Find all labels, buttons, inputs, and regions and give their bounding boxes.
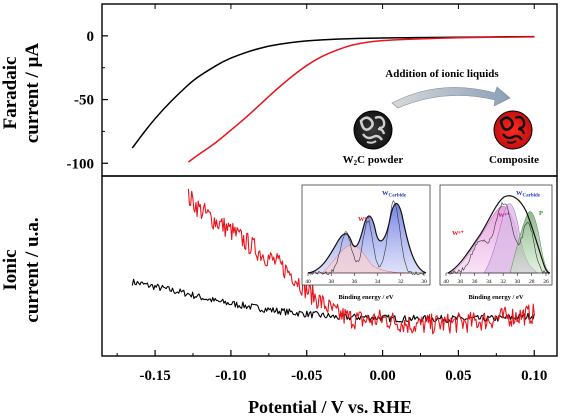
- top-y-tick-label: 0: [87, 29, 95, 45]
- xps-p-label: P: [539, 210, 543, 217]
- bottom-panel: -0.15 -0.10 -0.05 0.00 0.05 0.10: [101, 4, 558, 384]
- xps-w4-label: W⁴⁺: [498, 212, 510, 219]
- xps-x-tick-label: 40: [305, 279, 311, 285]
- xps-inset-w2c: W⁶⁺ WCarbide 40 38 36 34 32 30 Binding energy…: [301, 184, 431, 301]
- xps-w6-label-2: W⁶⁺: [452, 230, 464, 237]
- xps-x-ticks: 40 38 36 34 32 30: [305, 273, 427, 285]
- xps-x-tick-label: 30: [515, 279, 521, 285]
- xps-wcarbide-label: WCarbide: [382, 190, 407, 199]
- xps-x-tick-label: 32: [500, 279, 506, 285]
- xps-x-tick-label: 34: [486, 279, 492, 285]
- top-y-ticks: 0 -50 -100: [67, 29, 108, 172]
- top-y-tick-label: -100: [67, 156, 95, 172]
- xps-x-tick-label: 38: [328, 279, 334, 285]
- xps-x-tick-label: 26: [543, 279, 549, 285]
- top-series-line-1: [187, 36, 535, 163]
- bottom-x-tick-label: -0.05: [291, 368, 322, 384]
- bottom-x-tick-label: 0.05: [445, 368, 471, 384]
- xps-inset-composite: W⁶⁺ W⁴⁺ WCarbide P 40 38 36 34 32 30 28 26 Bind…: [439, 184, 553, 301]
- xps-w6-peak-fill: [321, 244, 413, 274]
- xps-carbide-peak-fill-2: [509, 211, 551, 274]
- xps-x-tick-label: 36: [472, 279, 478, 285]
- top-series-line-0: [131, 35, 535, 149]
- xps-x-tick-label: 34: [375, 279, 381, 285]
- bottom-panel-frame: [101, 175, 558, 357]
- x-axis-title: Potential / V vs. RHE: [248, 397, 412, 417]
- xps-x-tick-label: 30: [421, 279, 427, 285]
- top-y-tick-label: -50: [74, 93, 94, 109]
- bottom-x-ticks: -0.15 -0.10 -0.05 0.00 0.05 0.10: [116, 4, 547, 384]
- xps-x-tick-label: 36: [352, 279, 358, 285]
- xps-fit-envelope: [307, 202, 427, 274]
- xps-x-tick-label: 28: [529, 279, 535, 285]
- composite-label: Composite: [489, 154, 539, 166]
- top-panel-frame: [101, 3, 558, 177]
- bottom-ylabel-line1: Ionic: [0, 249, 21, 290]
- xps-wcarbide-label-2: WCarbide: [516, 190, 541, 199]
- top-ylabel-line1: Faradaic: [0, 57, 21, 130]
- composite-particle-icon: [493, 110, 533, 150]
- ionic-liquid-annotation: Addition of ionic liquids W2C powder Com…: [343, 68, 539, 167]
- xps-w6-label: W⁶⁺: [358, 216, 370, 223]
- bottom-series-line-1: [187, 188, 535, 335]
- xps-x-tick-label: 32: [398, 279, 404, 285]
- bottom-series-line-0: [131, 278, 535, 323]
- xps-fit-envelope-2: [447, 195, 551, 274]
- bottom-series-lines: [131, 188, 535, 335]
- bottom-x-tick-label: 0.10: [521, 368, 547, 384]
- xps-x-label-2: Binding energy / eV: [468, 294, 523, 301]
- addition-label: Addition of ionic liquids: [385, 68, 499, 80]
- bottom-x-tick-label: -0.15: [139, 368, 170, 384]
- bottom-x-tick-label: -0.10: [215, 368, 246, 384]
- w2c-powder-label: W2C powder: [343, 154, 404, 167]
- transformation-arrow-icon: [391, 86, 511, 109]
- xps-x-ticks-2: 40 38 36 34 32 30 28 26: [443, 273, 549, 285]
- w2c-powder-particle-icon: [353, 110, 393, 150]
- top-ylabel-line2: current / µA: [22, 43, 43, 144]
- bottom-ylabel-line2: current / u.a.: [22, 217, 43, 322]
- xps-x-label: Binding energy / eV: [338, 294, 393, 301]
- top-series-lines: [131, 35, 535, 163]
- xps-x-tick-label: 38: [458, 279, 464, 285]
- xps-data-points: [307, 200, 426, 276]
- bottom-x-tick-label: 0.00: [369, 368, 395, 384]
- xps-x-tick-label: 40: [443, 279, 449, 285]
- xps-data-points-2: [447, 201, 550, 275]
